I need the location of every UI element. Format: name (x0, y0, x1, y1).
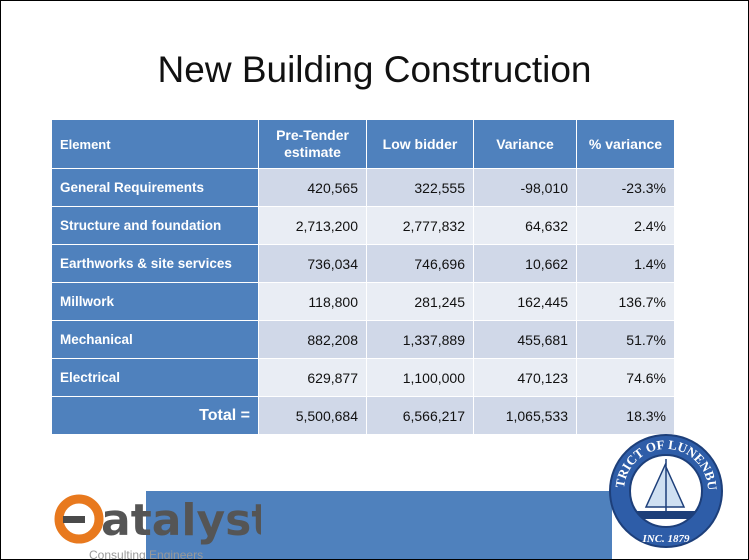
label-cell: General Requirements (51, 168, 259, 207)
table-row: Earthworks & site services 736,034 746,696… (51, 244, 675, 283)
label-cell: Mechanical (51, 320, 259, 359)
district-seal: DISTRICT OF LUNENBURG INC. 1879 (606, 423, 723, 548)
value-cell: 470,123 (473, 358, 577, 397)
slide-title: New Building Construction (157, 49, 592, 90)
value-cell: 1,065,533 (473, 396, 577, 435)
value-cell: 1,100,000 (366, 358, 474, 397)
table-row: Millwork 118,800 281,245 162,445 136.7% (51, 282, 675, 321)
value-cell: 10,662 (473, 244, 577, 283)
value-cell: 281,245 (366, 282, 474, 321)
value-cell: 420,565 (258, 168, 367, 207)
label-cell: Electrical (51, 358, 259, 397)
logo-bar (63, 516, 85, 523)
header-cell: Low bidder (366, 119, 474, 169)
table-row: Mechanical 882,208 1,337,889 455,681 51.7% (51, 320, 675, 359)
value-cell: 6,566,217 (366, 396, 474, 435)
value-cell: -23.3% (576, 168, 675, 207)
value-cell: 64,632 (473, 206, 577, 245)
logo-name: atalyst (101, 495, 261, 546)
value-cell: 136.7% (576, 282, 675, 321)
value-cell: 1.4% (576, 244, 675, 283)
logo-mark (54, 494, 104, 544)
seal-year: INC. 1879 (641, 533, 690, 545)
value-cell: 118,800 (258, 282, 367, 321)
label-cell: Total = (51, 396, 259, 435)
value-cell: 736,034 (258, 244, 367, 283)
header-cell: % variance (576, 119, 675, 169)
footer-bar (146, 491, 612, 559)
value-cell: -98,010 (473, 168, 577, 207)
catalyst-logo: atalyst Consulting Engineers (54, 494, 261, 560)
value-cell: 162,445 (473, 282, 577, 321)
value-cell: 2,777,832 (366, 206, 474, 245)
value-cell: 5,500,684 (258, 396, 367, 435)
label-cell: Earthworks & site services (51, 244, 259, 283)
header-cell: Variance (473, 119, 577, 169)
value-cell: 322,555 (366, 168, 474, 207)
value-cell: 882,208 (258, 320, 367, 359)
header-cell: Element (51, 119, 259, 169)
label-cell: Structure and foundation (51, 206, 259, 245)
cost-table: Element Pre-Tender estimate Low bidder Vari… (51, 119, 675, 435)
table-row: General Requirements 420,565 322,555 -98,01… (51, 168, 675, 207)
value-cell: 18.3% (576, 396, 675, 435)
value-cell: 455,681 (473, 320, 577, 359)
value-cell: 746,696 (366, 244, 474, 283)
header-row: Element Pre-Tender estimate Low bidder Vari… (51, 119, 675, 169)
table-row: Electrical 629,877 1,100,000 470,123 74.6% (51, 358, 675, 397)
total-row: Total = 5,500,684 6,566,217 1,065,533 18.3% (51, 396, 675, 435)
label-cell: Millwork (51, 282, 259, 321)
logo-tagline: Consulting Engineers (89, 548, 203, 560)
value-cell: 2,713,200 (258, 206, 367, 245)
value-cell: 2.4% (576, 206, 675, 245)
value-cell: 629,877 (258, 358, 367, 397)
header-cell: Pre-Tender estimate (258, 119, 367, 169)
value-cell: 1,337,889 (366, 320, 474, 359)
value-cell: 74.6% (576, 358, 675, 397)
value-cell: 51.7% (576, 320, 675, 359)
table-row: Structure and foundation 2,713,200 2,777,8… (51, 206, 675, 245)
